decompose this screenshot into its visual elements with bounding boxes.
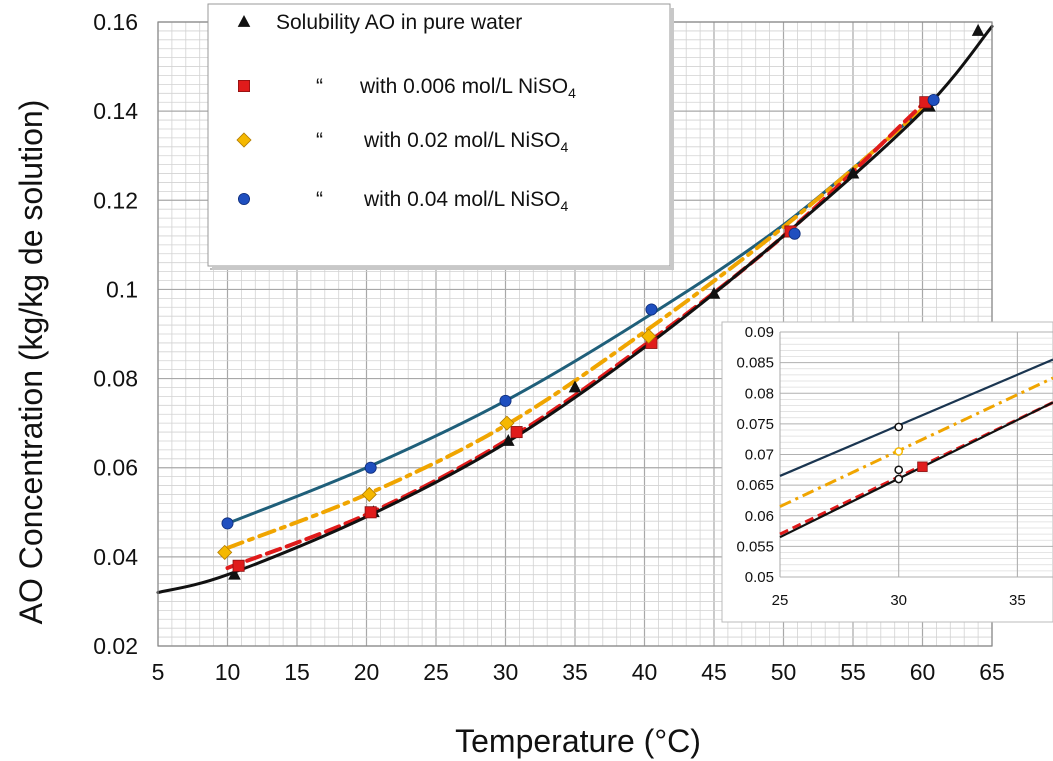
inset-line-s02 bbox=[779, 376, 1053, 508]
inset-marker bbox=[894, 422, 904, 432]
x-tick-label: 55 bbox=[840, 659, 866, 685]
fit-curve-pure bbox=[156, 24, 994, 595]
inset-y-tick-label: 0.05 bbox=[745, 569, 774, 586]
data-point-pure bbox=[568, 380, 582, 393]
x-tick-label: 5 bbox=[152, 659, 165, 685]
x-tick-label: 15 bbox=[284, 659, 310, 685]
inset-line-pure bbox=[779, 401, 1053, 539]
y-tick-label: 0.1 bbox=[106, 276, 138, 302]
x-tick-label: 40 bbox=[632, 659, 658, 685]
data-point-s02 bbox=[217, 544, 233, 560]
inset-marker bbox=[894, 465, 904, 475]
inset-markers bbox=[894, 422, 928, 484]
x-tick-label: 60 bbox=[910, 659, 936, 685]
data-point-s02 bbox=[361, 486, 377, 503]
data-point-s04 bbox=[927, 94, 940, 107]
legend-label-pure: Solubility AO in pure water bbox=[276, 11, 522, 34]
data-point-s04 bbox=[221, 517, 234, 530]
data-point-pure bbox=[501, 433, 515, 446]
inset-y-tick-label: 0.065 bbox=[736, 477, 774, 494]
data-point-pure bbox=[846, 166, 860, 179]
inset-zoom-chart: 0.05 0.055 0.06 0.065 0.07 0.075 0.08 0.085 0.09… bbox=[721, 321, 1053, 623]
inset-y-tick-label: 0.06 bbox=[745, 508, 774, 525]
y-axis-title: AO Concentration (kg/kg de solution) bbox=[13, 100, 49, 625]
inset-grid bbox=[721, 321, 1053, 623]
x-tick-label: 10 bbox=[215, 659, 241, 685]
x-tick-label: 45 bbox=[701, 659, 727, 685]
legend-ditto-mark: “ bbox=[316, 75, 323, 98]
legend-marker-s02 bbox=[236, 132, 252, 148]
data-point-s04 bbox=[364, 461, 377, 474]
legend-marker-s006 bbox=[237, 80, 250, 93]
x-tick-label: 20 bbox=[354, 659, 380, 685]
x-axis-title: Temperature (°C) bbox=[455, 723, 701, 759]
fit-curve-s02 bbox=[225, 106, 925, 550]
inset-background bbox=[721, 321, 1053, 623]
data-point-pure bbox=[228, 567, 241, 580]
main-data-markers bbox=[217, 23, 985, 580]
data-point-s04 bbox=[788, 227, 801, 240]
main-tick-labels: 5 10 15 20 25 30 35 40 45 50 55 60 65 0.02 0.04 0.06 0.0… bbox=[93, 9, 1005, 685]
inset-marker bbox=[894, 447, 904, 456]
inset-x-tick-label: 35 bbox=[1009, 592, 1026, 609]
chart-legend: Solubility AO in pure water “ with 0.006 m… bbox=[207, 3, 674, 270]
legend-box-shadow bbox=[670, 8, 674, 270]
y-tick-label: 0.04 bbox=[93, 544, 138, 570]
inset-marker bbox=[917, 461, 928, 472]
y-tick-label: 0.08 bbox=[93, 366, 138, 392]
inset-y-tick-label: 0.09 bbox=[745, 324, 774, 341]
inset-x-tick-label: 25 bbox=[772, 592, 789, 609]
y-tick-label: 0.16 bbox=[93, 9, 138, 35]
inset-x-tick-label: 30 bbox=[890, 592, 907, 609]
x-tick-label: 65 bbox=[979, 659, 1005, 685]
data-point-pure bbox=[971, 23, 985, 36]
data-point-s02 bbox=[499, 415, 515, 431]
x-tick-label: 30 bbox=[493, 659, 519, 685]
legend-ditto-mark: “ bbox=[316, 129, 323, 152]
y-tick-label: 0.14 bbox=[93, 98, 138, 124]
inset-y-tick-label: 0.08 bbox=[745, 385, 774, 402]
data-point-s02 bbox=[641, 328, 657, 344]
x-tick-label: 50 bbox=[771, 659, 797, 685]
data-point-s006 bbox=[364, 506, 377, 519]
y-tick-label: 0.06 bbox=[93, 455, 138, 481]
data-point-s04 bbox=[645, 303, 658, 316]
x-tick-label: 35 bbox=[562, 659, 588, 685]
legend-label-s02: with 0.02 mol/L NiSO4 bbox=[363, 129, 568, 155]
legend-ditto-mark: “ bbox=[316, 188, 323, 211]
inset-lines bbox=[779, 358, 1053, 539]
inset-y-tick-label: 0.07 bbox=[745, 447, 774, 464]
data-point-s006 bbox=[232, 559, 245, 572]
inset-line-s04 bbox=[779, 358, 1053, 477]
inset-y-tick-label: 0.075 bbox=[736, 416, 774, 433]
data-point-pure bbox=[707, 286, 721, 299]
x-tick-label: 25 bbox=[423, 659, 449, 685]
legend-box-shadow bbox=[212, 266, 672, 270]
legend-label-s006: with 0.006 mol/L NiSO4 bbox=[359, 75, 576, 101]
legend-label-s04: with 0.04 mol/L NiSO4 bbox=[363, 188, 568, 214]
y-tick-label: 0.12 bbox=[93, 187, 138, 213]
inset-y-tick-label: 0.055 bbox=[736, 538, 774, 555]
inset-marker bbox=[894, 474, 904, 484]
legend-marker-pure bbox=[237, 15, 251, 27]
main-fit-curves bbox=[156, 24, 994, 595]
inset-y-tick-label: 0.085 bbox=[736, 355, 774, 372]
inset-tick-labels: 0.05 0.055 0.06 0.065 0.07 0.075 0.08 0.085 0.09… bbox=[736, 324, 1025, 609]
y-tick-label: 0.02 bbox=[93, 633, 138, 659]
data-point-s006 bbox=[510, 426, 523, 439]
data-point-s04 bbox=[499, 394, 512, 407]
legend-box bbox=[207, 3, 671, 267]
legend-marker-s04 bbox=[237, 192, 250, 205]
